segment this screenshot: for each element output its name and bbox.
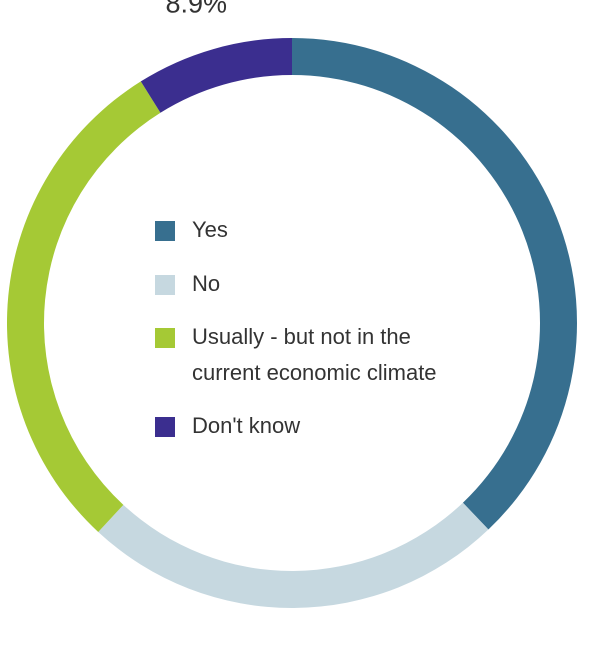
slice-no bbox=[98, 503, 488, 608]
legend-label-yes: Yes bbox=[192, 217, 228, 242]
legend: Yes No Usually - but not in the current eco… bbox=[155, 217, 437, 438]
legend-swatch-usually-but-not-in-the-current-economic-climate bbox=[155, 328, 175, 348]
legend-swatch-yes bbox=[155, 221, 175, 241]
slice-usually-but-not-in-the-current-economic-climate bbox=[7, 81, 160, 532]
legend-label-no: No bbox=[192, 271, 220, 296]
legend-swatch-no bbox=[155, 275, 175, 295]
legend-label-usually-but-not-in-the-current-economic-climate-line-1: Usually - but not in the bbox=[192, 324, 411, 349]
slice-don-t-know bbox=[141, 38, 292, 113]
legend-label-don-t-know: Don't know bbox=[192, 413, 300, 438]
data-label-don-t-know: 8.9% bbox=[165, 0, 227, 18]
legend-swatch-don-t-know bbox=[155, 417, 175, 437]
slice-yes bbox=[292, 38, 577, 530]
legend-label-usually-but-not-in-the-current-economic-climate-line-2: current economic climate bbox=[192, 360, 437, 385]
